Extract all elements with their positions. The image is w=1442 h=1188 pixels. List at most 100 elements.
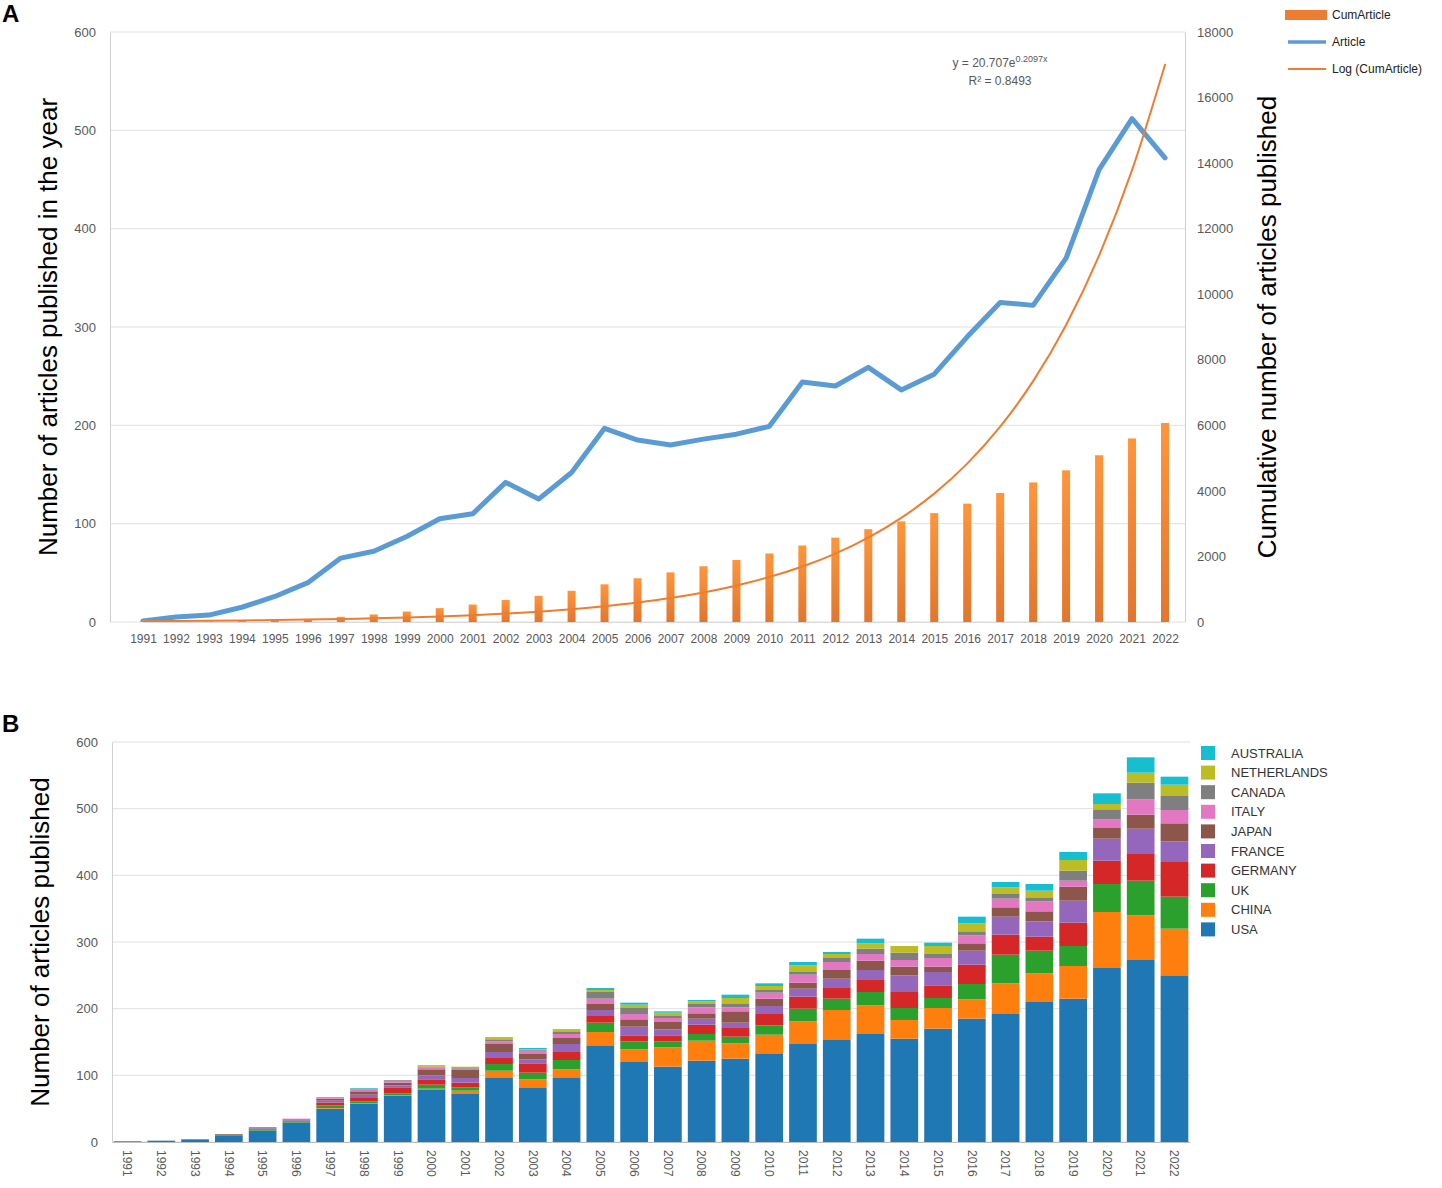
bar-segment xyxy=(181,1139,209,1140)
tick-label: 1993 xyxy=(188,1150,202,1177)
bar xyxy=(798,545,806,622)
tick-label: 400 xyxy=(76,868,98,883)
bar-segment xyxy=(586,1032,614,1045)
tick: 1994 xyxy=(229,622,256,646)
tick-label: 1999 xyxy=(391,1150,405,1177)
bar-segment xyxy=(1093,793,1121,804)
tick: 1996 xyxy=(295,622,322,646)
legend-label: GERMANY xyxy=(1231,863,1297,878)
bar-segment xyxy=(350,1088,378,1090)
bar-segment xyxy=(283,1120,311,1122)
tick-label: 12000 xyxy=(1197,221,1233,236)
tick-label: 2000 xyxy=(1197,549,1226,564)
bar-segment xyxy=(586,1004,614,1010)
bar-segment xyxy=(654,1011,682,1012)
bar-segment xyxy=(1161,810,1189,823)
bar-segment xyxy=(519,1079,547,1087)
bar-segment xyxy=(1026,897,1054,901)
bar-segment xyxy=(215,1134,243,1136)
bar-segment xyxy=(654,1013,682,1016)
bar-segment xyxy=(114,1141,142,1142)
bar-segment xyxy=(688,1041,716,1061)
bar-segment xyxy=(789,1021,817,1044)
bar-segment xyxy=(1026,937,1054,951)
tick: 1991 xyxy=(120,1142,134,1177)
tick: 2013 xyxy=(863,1142,877,1177)
grid-line xyxy=(110,32,1185,33)
tick: 2014 xyxy=(888,622,915,646)
tick-label: 2000 xyxy=(427,632,454,646)
tick-label: 18000 xyxy=(1197,25,1233,40)
bar-segment xyxy=(789,962,817,965)
tick: 2019 xyxy=(1066,1142,1080,1177)
grid-line xyxy=(112,808,1190,809)
annotation-superscript: 0.2097x xyxy=(1016,54,1049,64)
legend: USACHINAUKGERMANYFRANCEJAPANITALYCANADAN… xyxy=(1201,746,1328,937)
bar-segment xyxy=(181,1139,209,1140)
tick-label: 14000 xyxy=(1197,156,1233,171)
bar-segment xyxy=(384,1085,412,1087)
bar-segment xyxy=(924,943,952,946)
tick: 1993 xyxy=(188,1142,202,1177)
bar-segment xyxy=(147,1140,175,1141)
bar-segment xyxy=(789,965,817,972)
bar-segment xyxy=(1161,975,1189,1142)
tick-label: 1995 xyxy=(262,632,289,646)
tick-label: 200 xyxy=(76,1001,98,1016)
annotation-text: y = 20.707e xyxy=(952,56,1015,70)
bar xyxy=(732,560,740,622)
bar-segment xyxy=(249,1128,277,1130)
tick: 500 xyxy=(76,801,112,816)
bar-segment xyxy=(249,1127,277,1128)
bar-segment xyxy=(722,1037,750,1044)
bar-segment xyxy=(823,952,851,954)
bar-segment xyxy=(1059,860,1087,871)
bar-segment xyxy=(147,1140,175,1141)
tick-label: 300 xyxy=(76,935,98,950)
bar-segment xyxy=(418,1067,446,1069)
tick-label: 2001 xyxy=(460,632,487,646)
tick-label: 1997 xyxy=(323,1150,337,1177)
bar-segment xyxy=(654,1041,682,1047)
bar-segment xyxy=(755,986,783,990)
bar-segment xyxy=(519,1073,547,1080)
bar-segment xyxy=(688,1061,716,1142)
bar-segment xyxy=(553,1052,581,1060)
bar-segment xyxy=(249,1128,277,1130)
bar-segment xyxy=(586,992,614,999)
bar-segment xyxy=(316,1105,344,1108)
bar-segment xyxy=(418,1075,446,1079)
tick-label: 1993 xyxy=(196,632,223,646)
bar-segment xyxy=(823,970,851,979)
bar-segment xyxy=(890,960,918,967)
tick-label: 2010 xyxy=(762,1150,776,1177)
bar-segment xyxy=(316,1101,344,1103)
bar-segment xyxy=(283,1123,311,1142)
bar-segment xyxy=(215,1135,243,1136)
bar-segment xyxy=(249,1127,277,1129)
bar-segment xyxy=(1127,881,1155,916)
bar-segment xyxy=(620,1014,648,1019)
tick: 2019 xyxy=(1053,622,1080,646)
bar-segment xyxy=(1093,828,1121,839)
bar-segment xyxy=(789,1009,817,1022)
bar-segment xyxy=(519,1051,547,1054)
bar-segment xyxy=(688,1000,716,1001)
bar-segment xyxy=(823,954,851,957)
bar-segment xyxy=(485,1052,513,1058)
tick: 1993 xyxy=(196,622,223,646)
tick: 2006 xyxy=(627,1142,641,1177)
bar-segment xyxy=(1127,915,1155,960)
bar-segment xyxy=(485,1041,513,1044)
bar-segment xyxy=(451,1083,479,1088)
bar-segment xyxy=(215,1134,243,1135)
panel: B199119921993199419951996199719981999200… xyxy=(2,710,1191,1177)
bar xyxy=(930,513,938,622)
bar-segment xyxy=(519,1087,547,1142)
bar-segment xyxy=(755,1006,783,1014)
bar-segment xyxy=(384,1080,412,1082)
bar-segment xyxy=(924,946,952,954)
tick-label: 2022 xyxy=(1167,1150,1181,1177)
tick: 600 xyxy=(74,25,110,40)
tick-label: 2009 xyxy=(724,632,751,646)
